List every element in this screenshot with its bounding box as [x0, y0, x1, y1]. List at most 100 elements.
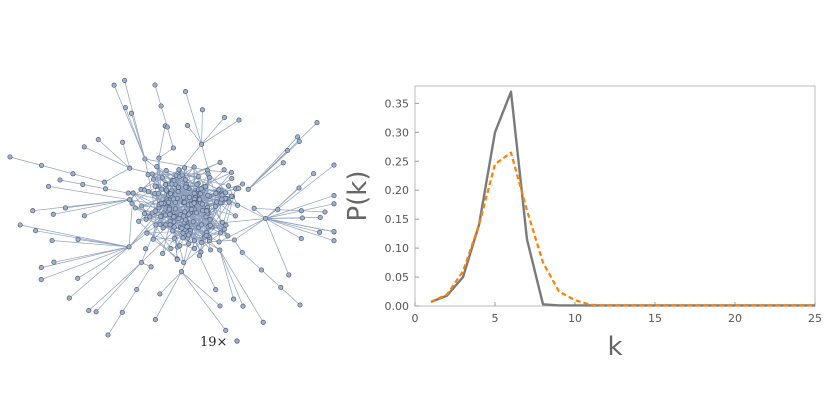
- network-node: [317, 229, 323, 235]
- network-node: [142, 156, 148, 162]
- network-node: [153, 222, 159, 228]
- network-node: [152, 183, 158, 189]
- network-node: [260, 319, 266, 325]
- network-edge: [146, 232, 195, 250]
- network-node: [126, 244, 132, 250]
- network-node: [111, 82, 117, 88]
- network-edge: [95, 262, 142, 313]
- network-node: [219, 219, 225, 225]
- network-node: [262, 215, 269, 222]
- network-edge: [9, 156, 42, 166]
- network-node: [194, 181, 200, 188]
- network-edge: [199, 255, 217, 290]
- network-node: [207, 217, 213, 223]
- x-tick-label: 20: [728, 312, 742, 325]
- network-edge: [72, 173, 105, 183]
- network-node: [136, 218, 142, 224]
- network-node: [128, 110, 135, 116]
- network-edge: [183, 232, 221, 263]
- network-node: [221, 167, 227, 173]
- network-node: [168, 246, 174, 252]
- network-node: [167, 222, 173, 228]
- network-edge: [122, 289, 137, 313]
- network-node: [228, 193, 234, 199]
- network-node: [191, 190, 197, 196]
- network-node: [166, 199, 172, 205]
- network-node: [175, 184, 181, 190]
- network-node: [134, 286, 140, 293]
- network-node: [182, 209, 188, 215]
- network-node: [160, 225, 166, 231]
- network-edge: [219, 250, 234, 300]
- network-node: [203, 232, 209, 239]
- network-node: [156, 155, 162, 161]
- network-node: [119, 309, 125, 315]
- network-node: [278, 284, 284, 291]
- network-nodes: [7, 77, 337, 338]
- network-node: [75, 275, 81, 281]
- network-edge: [188, 227, 199, 244]
- network-node: [175, 189, 181, 195]
- network-node: [152, 82, 158, 88]
- network-node: [81, 213, 87, 219]
- network-node: [229, 175, 235, 181]
- network-edge: [247, 162, 284, 190]
- network-node: [197, 253, 203, 259]
- network-node: [200, 208, 206, 214]
- network-node: [159, 175, 165, 181]
- network-node: [182, 165, 188, 171]
- network-node: [245, 186, 251, 192]
- network-edge: [154, 84, 162, 107]
- network-edge: [219, 249, 244, 307]
- network-node: [284, 147, 291, 154]
- network-node: [217, 247, 223, 253]
- network-node: [174, 257, 180, 263]
- network-node: [145, 172, 151, 178]
- network-edge: [254, 207, 278, 210]
- network-node: [202, 184, 208, 190]
- degree-distribution-chart: 0 5 10 15 20 25 0.00 0.05 0.10 0.15 0.20 0.25 0.30 0.…: [340, 80, 830, 370]
- network-node: [162, 182, 169, 188]
- network-edge: [280, 287, 301, 306]
- x-axis-title: k: [607, 332, 622, 362]
- network-node: [38, 277, 44, 283]
- x-tick-label: 5: [492, 312, 499, 325]
- network-edge: [261, 269, 282, 288]
- network-node: [95, 137, 101, 143]
- network-edge: [265, 187, 300, 219]
- network-node: [101, 179, 108, 185]
- network-edge: [219, 249, 264, 323]
- network-node: [122, 105, 128, 111]
- network-node: [195, 173, 201, 180]
- network-node: [167, 211, 173, 218]
- network-node: [191, 246, 197, 252]
- network-node: [66, 295, 72, 301]
- network-edge: [48, 186, 130, 201]
- network-edge: [165, 170, 187, 188]
- network-edge: [32, 199, 130, 212]
- network-node: [158, 213, 164, 219]
- y-tick-label: 0.25: [385, 155, 410, 168]
- network-node: [298, 208, 304, 214]
- network-edge: [201, 117, 225, 145]
- network-edge: [265, 218, 335, 232]
- network-node: [213, 190, 219, 196]
- network-node: [154, 164, 160, 170]
- network-node: [138, 259, 144, 266]
- network-node: [186, 211, 192, 217]
- network-node: [221, 114, 228, 120]
- network-edge: [153, 236, 205, 240]
- network-node: [30, 208, 36, 214]
- network-edge: [207, 170, 232, 173]
- network-node: [286, 272, 292, 278]
- network-edge: [160, 105, 168, 128]
- network-node: [86, 308, 92, 314]
- network-node: [226, 199, 232, 205]
- network-node: [191, 238, 198, 244]
- network-node: [191, 164, 197, 170]
- network-node: [143, 216, 149, 222]
- network-node: [122, 77, 128, 83]
- network-node: [38, 162, 45, 168]
- network-edge: [53, 246, 130, 263]
- network-edge: [113, 85, 146, 160]
